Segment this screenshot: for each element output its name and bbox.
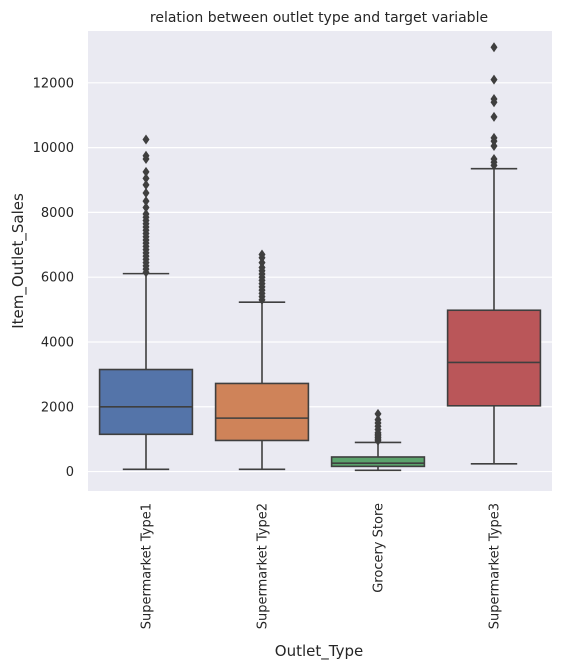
outlier-point <box>258 249 266 260</box>
box-series <box>98 42 542 472</box>
y-tick-label: 12000 <box>33 76 74 91</box>
box-group <box>330 408 426 472</box>
x-tick-labels: Supermarket Type1 Supermarket Type2 Grocer… <box>140 503 503 629</box>
box <box>98 368 194 436</box>
outlier-point <box>490 42 498 53</box>
y-tick-label: 0 <box>66 465 74 480</box>
outlier-point <box>490 74 498 85</box>
outlier-point <box>374 408 382 419</box>
box-group <box>214 249 310 471</box>
outlier-point <box>142 187 150 198</box>
outlier-point <box>142 150 150 161</box>
x-tick-label: Supermarket Type1 <box>140 503 155 629</box>
x-tick-label: Supermarket Type2 <box>256 503 271 629</box>
y-tick-label: 2000 <box>41 400 74 415</box>
outlier-point <box>142 196 150 207</box>
outlier-point <box>374 414 382 425</box>
x-tick-label: Supermarket Type3 <box>488 503 503 629</box>
y-tick-label: 6000 <box>41 271 74 286</box>
y-tick-label: 4000 <box>41 335 74 350</box>
box <box>214 382 310 442</box>
box <box>446 309 542 407</box>
outlier-point <box>142 166 150 177</box>
outlier-point <box>142 179 150 190</box>
box <box>330 456 426 468</box>
outlier-point <box>490 132 498 143</box>
y-tick-label: 8000 <box>41 206 74 221</box>
x-axis-title: Outlet_Type <box>275 642 363 661</box>
box-group <box>446 42 542 465</box>
x-tick-label: Grocery Store <box>372 503 387 593</box>
box-group <box>98 134 194 471</box>
outlier-point <box>490 94 498 105</box>
outlier-point <box>142 134 150 145</box>
outlier-point <box>142 173 150 184</box>
chart-title: relation between outlet type and target … <box>150 10 488 26</box>
outlier-point <box>490 153 498 164</box>
y-axis-title: Item_Outlet_Sales <box>9 193 28 329</box>
y-tick-labels: 0 2000 4000 6000 8000 10000 12000 <box>33 76 74 480</box>
outlier-point <box>142 209 150 220</box>
outlier-point <box>490 111 498 122</box>
y-tick-label: 10000 <box>33 141 74 156</box>
outlier-point <box>142 202 150 213</box>
